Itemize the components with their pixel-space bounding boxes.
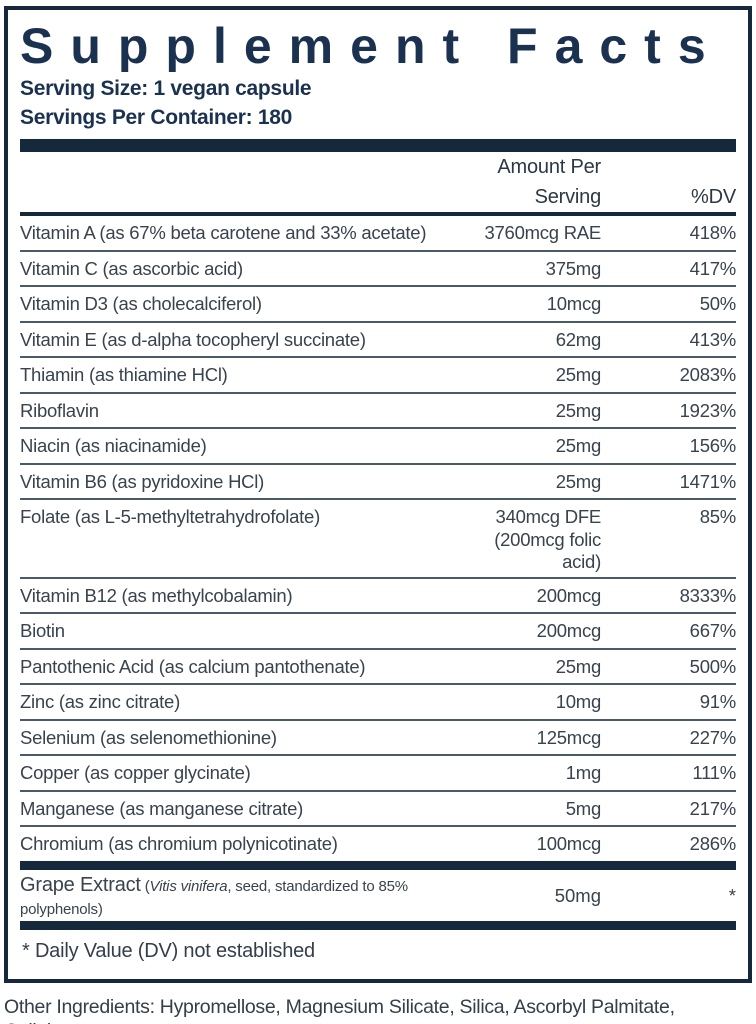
nutrient-row: Niacin (as niacinamide) 25mg 156%	[20, 427, 736, 463]
nutrient-amount: 25mg	[555, 435, 602, 456]
nutrient-amount: 25mg	[555, 470, 602, 492]
nutrient-name: Riboflavin	[20, 399, 99, 421]
thick-divider-top	[20, 139, 736, 152]
nutrient-row: Riboflavin 25mg 1923%	[20, 391, 737, 428]
nutrient-row: Zinc (as zinc citrate) 10mg 91%	[20, 683, 736, 719]
nutrient-name: Thiamin (as thiamine HCl)	[20, 364, 228, 385]
nutrient-dv: 156%	[689, 435, 737, 456]
nutrient-name: Copper (as copper glycinate)	[20, 762, 251, 783]
nutrient-name: Selenium (as selenomethionine)	[20, 726, 277, 748]
nutrient-name: Vitamin B12 (as methylcobalamin)	[20, 584, 293, 606]
nutrient-dv: 418%	[689, 222, 737, 243]
nutrient-row: Vitamin E (as d-alpha tocopheryl succina…	[20, 320, 737, 357]
nutrient-name: Vitamin D3 (as cholecalciferol)	[20, 293, 262, 314]
nutrient-name: Chromium (as chromium polynicotinate)	[20, 833, 338, 854]
nutrient-dv: 286%	[689, 833, 737, 854]
other-ingredients: Other Ingredients: Hypromellose, Magnesi…	[4, 995, 675, 1024]
table-header-row: Amount Per Serving %DV	[20, 152, 736, 216]
nutrient-amount: 3760mcg RAE	[484, 222, 601, 243]
extract-name: Grape Extract	[20, 873, 141, 896]
column-header-amount: Amount Per Serving	[497, 156, 601, 208]
nutrient-amount: 25mg	[555, 399, 602, 421]
nutrient-dv: 91%	[699, 691, 737, 712]
nutrient-row: Vitamin B6 (as pyridoxine HCl) 25mg 1471…	[20, 462, 737, 499]
nutrient-dv: 85%	[699, 506, 737, 527]
nutrient-dv: 1923%	[679, 399, 737, 421]
nutrient-amount: 5mg	[565, 797, 602, 819]
nutrient-amount: 340mcg DFE	[495, 506, 602, 527]
nutrient-dv: 667%	[689, 620, 737, 641]
servings-per-container: Servings Per Container: 180	[20, 106, 293, 129]
nutrient-amount: 200mcg	[536, 620, 602, 641]
supplement-facts-panel: Supplement Facts Serving Size: 1 vegan c…	[4, 6, 752, 983]
nutrient-amount: 200mcg	[536, 584, 602, 606]
nutrient-row: Copper (as copper glycinate) 1mg 111%	[20, 754, 736, 790]
nutrient-name: Vitamin B6 (as pyridoxine HCl)	[20, 470, 265, 492]
nutrient-row: Biotin 200mcg 667%	[20, 612, 736, 648]
nutrient-name: Manganese (as manganese citrate)	[20, 797, 304, 819]
column-header-dv: %DV	[691, 186, 736, 208]
nutrient-dv: 500%	[689, 655, 737, 677]
nutrient-amount: 25mg	[555, 655, 602, 677]
nutrient-dv: 8333%	[679, 584, 737, 606]
nutrient-row: Vitamin A (as 67% beta carotene and 33% …	[20, 216, 736, 250]
nutrient-amount: 10mg	[555, 691, 602, 712]
nutrient-dv: 217%	[689, 797, 737, 819]
nutrient-dv: 50%	[699, 293, 737, 314]
nutrient-dv: 1471%	[679, 470, 737, 492]
nutrient-name: Vitamin A (as 67% beta carotene and 33% …	[20, 222, 427, 243]
nutrient-amount: 1mg	[565, 762, 602, 783]
nutrient-row: Vitamin B12 (as methylcobalamin) 200mcg …	[20, 576, 737, 613]
nutrient-amount-line2: (200mcg folic acid)	[494, 528, 601, 572]
nutrient-table: Vitamin A (as 67% beta carotene and 33% …	[20, 216, 736, 861]
nutrient-dv: 111%	[692, 762, 736, 783]
nutrient-amount: 62mg	[555, 328, 602, 350]
nutrient-row: Selenium (as selenomethionine) 125mcg 22…	[20, 718, 737, 755]
nutrient-row: Chromium (as chromium polynicotinate) 10…	[20, 825, 736, 861]
nutrient-dv: 227%	[689, 726, 737, 748]
extract-dv: *	[728, 885, 736, 906]
panel-title: Supplement Facts	[20, 20, 723, 72]
extract-amount: 50mg	[554, 885, 601, 906]
nutrient-row: Vitamin C (as ascorbic acid) 375mg 417%	[20, 249, 737, 286]
nutrient-amount: 25mg	[555, 364, 602, 385]
nutrient-name: Vitamin C (as ascorbic acid)	[20, 257, 243, 279]
extract-row: Grape Extract (Vitis vinifera, seed, sta…	[20, 874, 736, 919]
nutrient-row: Pantothenic Acid (as calcium pantothenat…	[20, 647, 737, 684]
nutrient-dv: 2083%	[679, 364, 737, 385]
nutrient-name: Biotin	[20, 620, 65, 641]
thick-divider-below-extract	[20, 920, 736, 930]
nutrient-name: Niacin (as niacinamide)	[20, 435, 207, 456]
nutrient-amount: 125mcg	[536, 726, 602, 748]
thick-divider-above-extract	[20, 860, 736, 870]
nutrient-row: Folate (as L-5-methyltetrahydrofolate) 3…	[20, 498, 736, 577]
nutrient-name: Folate (as L-5-methyltetrahydrofolate)	[20, 506, 320, 527]
nutrient-row: Vitamin D3 (as cholecalciferol) 10mcg 50…	[20, 285, 736, 321]
dv-footnote: * Daily Value (DV) not established	[22, 939, 315, 962]
nutrient-name: Zinc (as zinc citrate)	[20, 691, 181, 712]
nutrient-amount: 10mcg	[546, 293, 602, 314]
nutrient-amount: 100mcg	[536, 833, 602, 854]
serving-size: Serving Size: 1 vegan capsule	[20, 77, 312, 100]
nutrient-row: Thiamin (as thiamine HCl) 25mg 2083%	[20, 356, 736, 392]
nutrient-name: Vitamin E (as d-alpha tocopheryl succina…	[20, 328, 366, 350]
nutrient-amount: 375mg	[545, 257, 602, 279]
nutrient-dv: 413%	[689, 328, 737, 350]
nutrient-dv: 417%	[689, 257, 737, 279]
nutrient-name: Pantothenic Acid (as calcium pantothenat…	[20, 655, 366, 677]
extract-detail: (Vitis vinifera, seed, standardized to 8…	[20, 877, 408, 918]
nutrient-row: Manganese (as manganese citrate) 5mg 217…	[20, 789, 737, 826]
